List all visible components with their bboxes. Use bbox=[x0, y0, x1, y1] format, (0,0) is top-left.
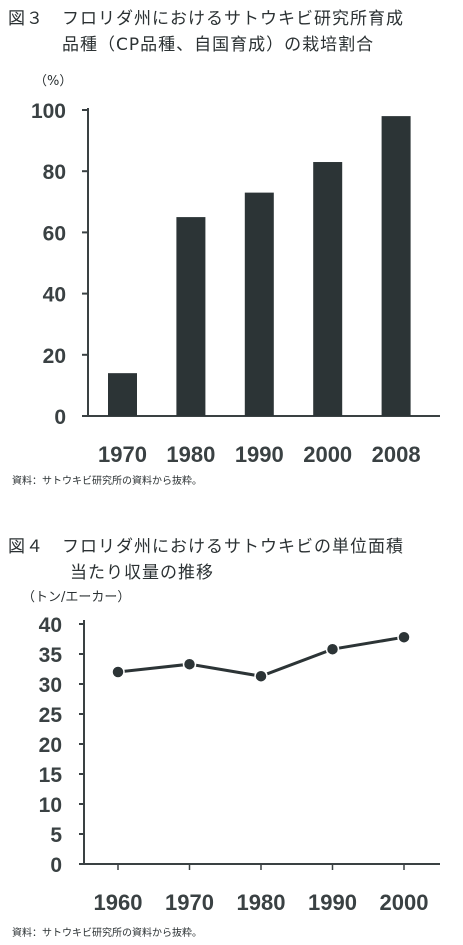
line-y-tick-label: 30 bbox=[39, 674, 62, 697]
line-chart-x-ticks: 1960 1970 1980 1990 2000 bbox=[94, 864, 429, 915]
figure3-source: 資料：サトウキビ研究所の資料から抜粋。 bbox=[12, 476, 202, 487]
line-point-1970 bbox=[182, 657, 197, 671]
line-y-tick-label: 5 bbox=[50, 824, 62, 847]
bar-1970 bbox=[108, 373, 137, 416]
line-point-1980 bbox=[254, 669, 268, 683]
figure4-title-line2: 当たり収量の推移 bbox=[70, 563, 214, 583]
bar-chart: 0 20 40 60 80 100 1970 1980 1990 2000 2008 bbox=[31, 100, 440, 467]
line-x-tick-label: 1970 bbox=[165, 890, 214, 915]
bar-2000 bbox=[313, 162, 343, 416]
bar-2008 bbox=[381, 116, 411, 417]
line-y-tick-label: 25 bbox=[39, 704, 63, 727]
line-chart-axes bbox=[83, 620, 440, 865]
line-y-tick-label: 40 bbox=[39, 614, 62, 637]
line-x-tick-label: 2000 bbox=[380, 890, 429, 915]
bar-chart-bars bbox=[108, 116, 411, 417]
figure4-title-line1: 図４ フロリダ州におけるサトウキビの単位面積 bbox=[8, 537, 404, 557]
bar-x-tick-label: 1980 bbox=[166, 442, 215, 467]
line-point-2000 bbox=[397, 630, 411, 644]
bar-x-tick-label: 1990 bbox=[235, 442, 284, 467]
figure4-unit: （トン/エーカー） bbox=[22, 590, 131, 605]
line-x-tick-label: 1980 bbox=[237, 890, 286, 915]
bar-y-tick-label: 100 bbox=[31, 100, 66, 123]
line-x-tick-label: 1960 bbox=[94, 890, 143, 915]
figure3-title-line2: 品種（CP品種、自国育成）の栽培割合 bbox=[62, 35, 375, 55]
bar-x-tick-label: 2008 bbox=[372, 442, 421, 467]
line-point-1990 bbox=[325, 642, 340, 656]
line-point-1960 bbox=[111, 665, 125, 679]
line-y-tick-label: 10 bbox=[39, 794, 62, 817]
line-y-tick-label: 35 bbox=[39, 644, 63, 667]
bar-y-tick-label: 80 bbox=[43, 161, 66, 184]
line-chart-points bbox=[111, 630, 411, 683]
line-y-tick-label: 15 bbox=[39, 764, 63, 787]
bar-chart-y-ticks: 0 20 40 60 80 100 bbox=[31, 100, 88, 429]
figure3-unit: （%） bbox=[34, 74, 73, 89]
bar-1990 bbox=[244, 192, 274, 416]
figure4-source: 資料：サトウキビ研究所の資料から抜粋。 bbox=[12, 928, 202, 939]
bar-y-tick-label: 40 bbox=[43, 284, 66, 307]
bar-y-tick-label: 20 bbox=[43, 345, 66, 368]
bar-chart-x-ticks: 1970 1980 1990 2000 2008 bbox=[98, 442, 421, 467]
bar-y-tick-label: 0 bbox=[54, 406, 66, 429]
line-x-tick-label: 1990 bbox=[308, 890, 357, 915]
figure3-title-line1: 図３ フロリダ州におけるサトウキビ研究所育成 bbox=[8, 9, 404, 29]
bar-1980 bbox=[176, 217, 206, 416]
bar-x-tick-label: 1970 bbox=[98, 442, 147, 467]
bar-x-tick-label: 2000 bbox=[303, 442, 352, 467]
line-y-tick-label: 20 bbox=[39, 734, 62, 757]
line-chart-y-ticks: 0 5 10 15 20 25 30 35 40 bbox=[39, 614, 84, 877]
bar-y-tick-label: 60 bbox=[43, 222, 66, 245]
line-y-tick-label: 0 bbox=[50, 854, 62, 877]
